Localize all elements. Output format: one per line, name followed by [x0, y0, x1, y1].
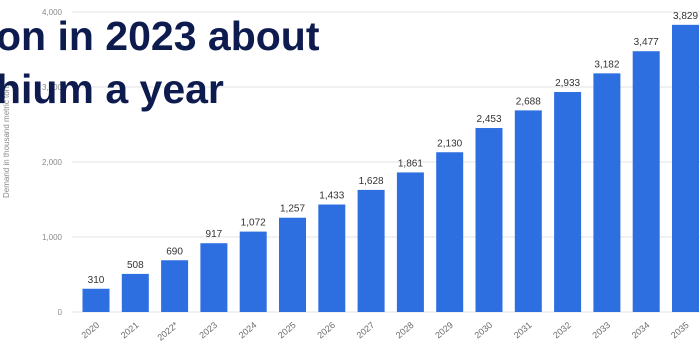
bar-value-label: 1,072: [241, 218, 266, 229]
bar-value-label: 1,433: [319, 191, 344, 202]
bar: [121, 273, 149, 312]
y-tick-label: 4,000: [42, 8, 63, 17]
bar: [396, 172, 424, 312]
x-tick-label: 2028: [394, 320, 416, 341]
bar-value-label: 2,933: [555, 78, 580, 89]
y-tick-label: 1,000: [42, 233, 63, 242]
x-tick-label: 2035: [669, 320, 691, 341]
bar: [357, 189, 385, 312]
y-tick-label: 3,000: [42, 83, 63, 92]
bar: [239, 231, 267, 312]
x-tick-label: 2022*: [155, 320, 180, 343]
bar-value-label: 690: [166, 246, 183, 257]
x-tick-label: 2021: [119, 320, 141, 341]
x-tick-label: 2020: [80, 320, 102, 341]
overlay-title-line-1: on in 2023 about: [0, 13, 320, 59]
x-axis-ticks: 2020 2021 2022* 2023 2024 2025 2026 2027 2028 202…: [80, 320, 691, 343]
bar-value-labels: 310 508 690 917 1,072 1,257 1,433 1,628 1,861 2,1…: [88, 11, 699, 286]
bar-value-label: 508: [127, 260, 144, 271]
bar-value-label: 1,861: [398, 158, 423, 169]
overlay-title-line-2: hium a year: [0, 66, 224, 112]
bar: [475, 128, 503, 312]
x-tick-label: 2024: [237, 320, 259, 341]
bar-value-label: 3,182: [594, 59, 619, 70]
bars: [82, 24, 699, 313]
bar-value-label: 310: [88, 275, 105, 286]
x-tick-label: 2029: [433, 320, 455, 341]
bar: [554, 92, 582, 313]
bar: [200, 243, 228, 312]
x-tick-label: 2034: [630, 320, 652, 341]
bar-value-label: 2,688: [516, 96, 541, 107]
bar-value-label: 917: [206, 229, 223, 240]
bar: [436, 152, 464, 312]
x-tick-label: 2023: [197, 320, 219, 341]
y-tick-label: 2,000: [42, 158, 63, 167]
x-tick-label: 2026: [315, 320, 337, 341]
bar-value-label: 1,257: [280, 204, 305, 215]
x-tick-label: 2033: [590, 320, 612, 341]
x-tick-label: 2032: [551, 320, 573, 341]
bar: [82, 288, 110, 312]
bar-value-label: 3,477: [634, 37, 659, 48]
bar-value-label: 2,453: [476, 114, 501, 125]
overlay-title: on in 2023 about hium a year: [0, 10, 320, 116]
y-axis-ticks: 0 1,000 2,000 3,000 4,000: [42, 8, 63, 317]
bar: [318, 204, 346, 312]
bar: [593, 73, 621, 312]
x-tick-label: 2027: [355, 320, 377, 341]
bar: [161, 260, 189, 312]
bar-value-label: 2,130: [437, 138, 462, 149]
x-tick-label: 2025: [276, 320, 298, 341]
bar-value-label: 1,628: [359, 176, 384, 187]
bar: [672, 24, 699, 312]
y-tick-label: 0: [58, 308, 63, 317]
x-tick-label: 2031: [512, 320, 534, 341]
x-tick-label: 2030: [473, 320, 495, 341]
bar: [514, 110, 542, 313]
bar: [279, 217, 306, 312]
bar-value-label: 3,829: [673, 11, 698, 22]
bar: [632, 51, 660, 312]
